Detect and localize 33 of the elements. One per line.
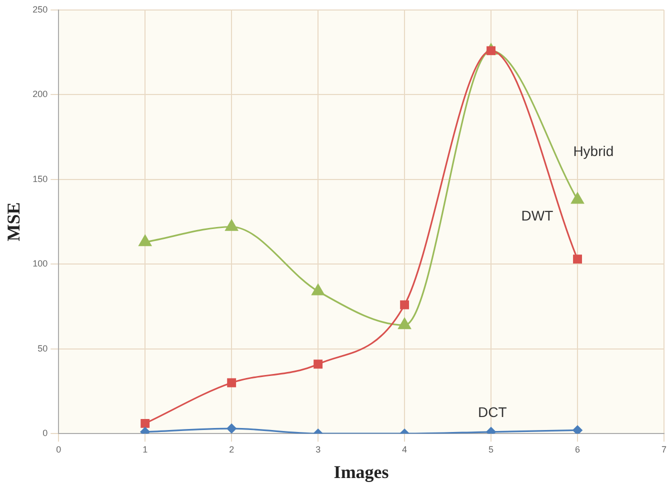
x-tick-label: 1 [142,444,148,454]
y-tick-label: 50 [38,343,48,354]
y-tick-label: 150 [32,174,48,184]
point [226,424,236,434]
x-tick-label: 3 [316,444,321,454]
y-tick-label: 100 [32,258,48,269]
x-tick-label: 6 [575,444,580,454]
x-tick-label: 5 [488,444,494,454]
point [140,427,150,434]
point [398,318,411,330]
point [573,254,582,264]
point [225,220,238,231]
point [571,192,584,204]
point [312,284,324,296]
y-tick-label: 200 [32,89,48,100]
point [138,234,152,246]
x-tick-label: 7 [661,444,667,454]
series-label: DWT [521,208,554,224]
point [140,418,150,428]
point [572,425,582,434]
x-tick-label: 4 [402,444,408,454]
series-label: Hybrid [573,143,614,160]
x-axis-title: Images [334,462,389,482]
y-tick-label: 250 [32,4,48,14]
point [486,427,496,434]
x-tick-label: 0 [56,444,62,454]
point [227,378,236,388]
y-axis-title: MSE [3,202,24,242]
point [400,300,410,310]
x-tick-label: 2 [229,444,234,454]
series-label: DCT [478,404,508,420]
y-tick-label: 0 [42,428,48,438]
point [314,360,323,369]
